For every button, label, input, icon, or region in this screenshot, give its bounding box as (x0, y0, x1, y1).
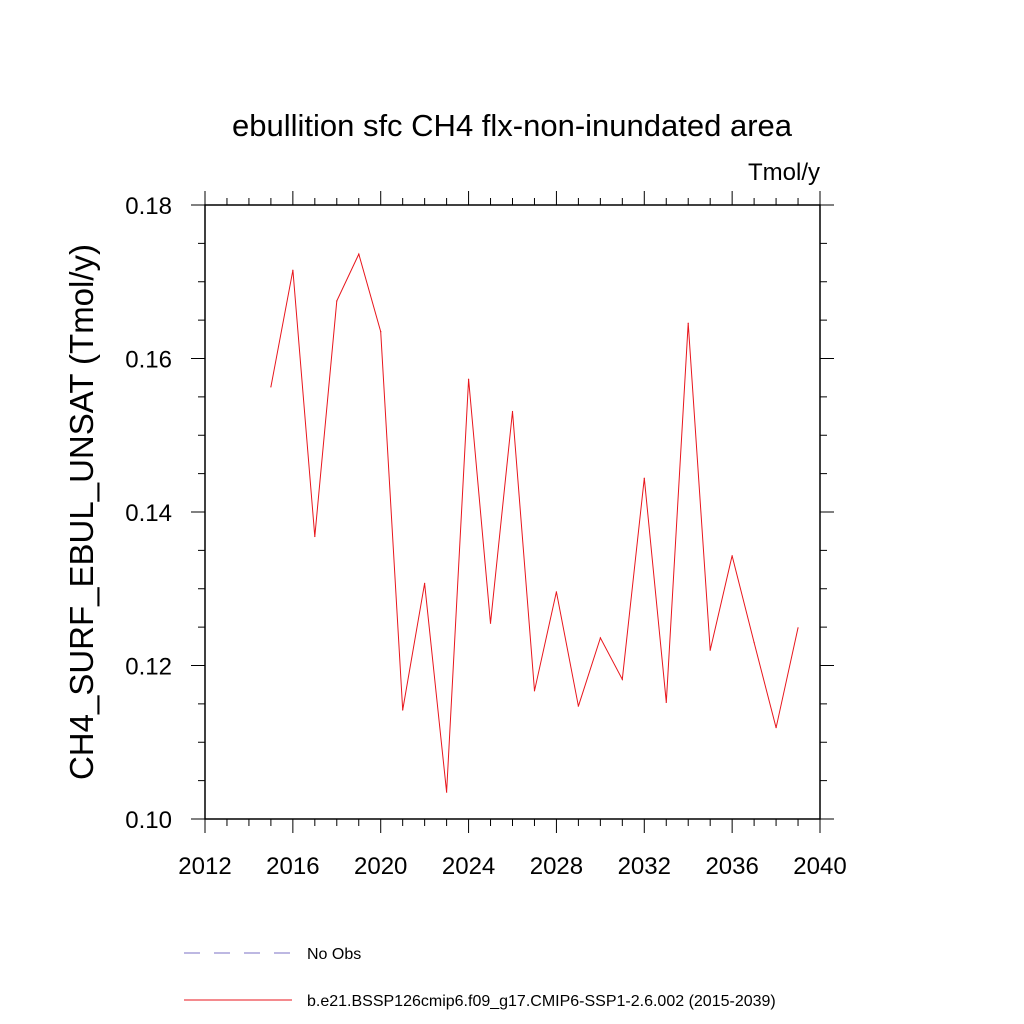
units-label: Tmol/y (748, 159, 820, 186)
y-tick-label: 0.10 (125, 807, 172, 834)
data-point (270, 386, 272, 388)
x-tick-label: 2028 (530, 853, 583, 880)
data-point (665, 701, 667, 703)
y-tick-label: 0.14 (125, 500, 172, 527)
data-point (358, 253, 360, 255)
data-point (731, 555, 733, 557)
legend: No Obs b.e21.BSSP126cmip6.f09_g17.CMIP6-… (184, 946, 776, 1010)
x-tick-label: 2024 (442, 853, 495, 880)
plot-frame (204, 204, 821, 820)
data-point (621, 678, 623, 680)
data-point (533, 690, 536, 692)
chart-title: ebullition sfc CH4 flx-non-inundated are… (232, 108, 793, 143)
data-point (446, 791, 448, 793)
data-point (402, 709, 404, 711)
x-tick-label: 2020 (354, 853, 407, 880)
legend-label-no-obs: No Obs (307, 946, 361, 963)
data-point (555, 591, 558, 593)
data-point (467, 378, 470, 380)
data-point (336, 300, 338, 302)
data-point (775, 727, 777, 729)
data-point (424, 582, 426, 584)
data-point (753, 641, 755, 644)
x-tick-label: 2012 (178, 853, 231, 880)
data-point (797, 627, 799, 629)
x-tick-label: 2032 (618, 853, 671, 880)
data-point (380, 331, 382, 333)
x-tick-label: 2040 (793, 853, 846, 880)
legend-label-model: b.e21.BSSP126cmip6.f09_g17.CMIP6-SSP1-2.… (307, 993, 776, 1010)
data-point (314, 535, 316, 538)
data-point (709, 649, 711, 651)
x-tick-label: 2016 (266, 853, 319, 880)
x-tick-label: 2036 (705, 853, 758, 880)
y-axis-label: CH4_SURF_EBUL_UNSAT (Tmol/y) (63, 244, 100, 780)
data-point (643, 477, 645, 479)
data-point (599, 637, 601, 639)
y-tick-label: 0.12 (125, 654, 172, 681)
data-point (511, 410, 514, 413)
axis-ticks (191, 191, 834, 833)
y-tick-label: 0.16 (125, 347, 172, 374)
data-point (687, 322, 689, 324)
data-point (577, 705, 579, 707)
data-point (292, 269, 294, 271)
y-tick-label: 0.18 (125, 193, 172, 220)
data-point (489, 622, 492, 624)
axis-tick-labels: 2012 2016 2020 2024 2028 2032 2036 2040 0.10 0.12… (125, 193, 846, 880)
series-layer (270, 252, 799, 793)
series-line (270, 252, 799, 793)
